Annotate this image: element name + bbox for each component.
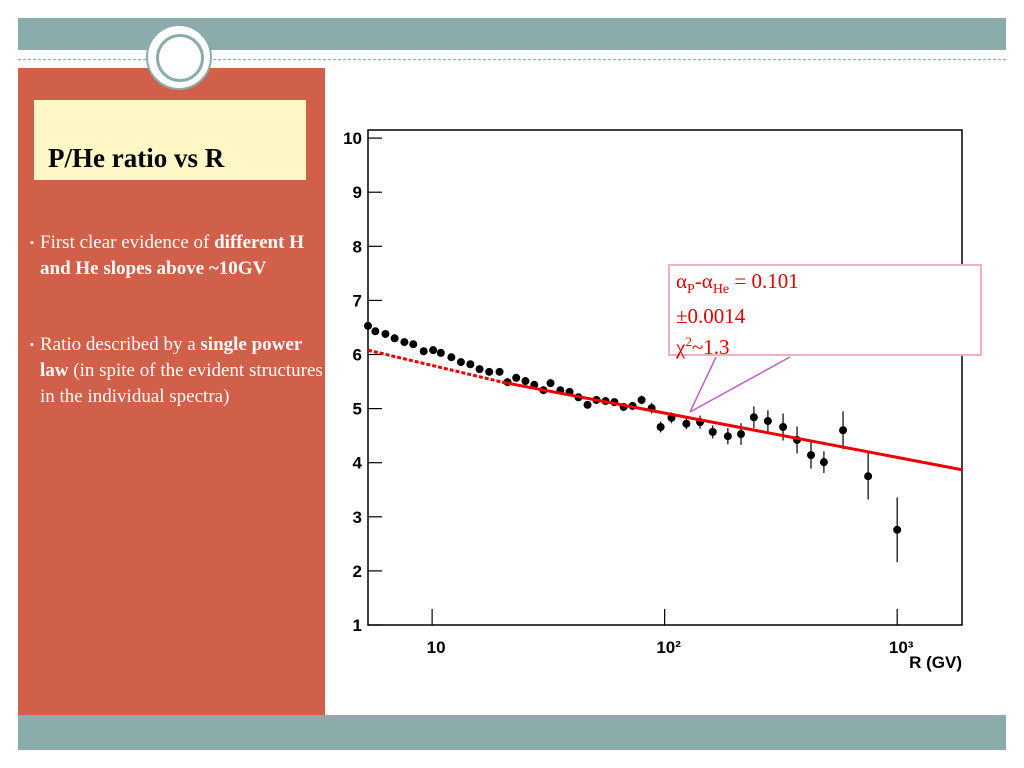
ann-text: -α: [694, 269, 713, 293]
y-tick-label: 2: [353, 562, 362, 581]
data-point: [475, 365, 484, 374]
annotation-line: ±0.0014: [676, 304, 746, 329]
annotation: αP-αHe = 0.101 ±0.0014 χ2~1.3: [668, 264, 982, 359]
ann-text: = 0.101: [729, 269, 799, 293]
y-tick-label: 8: [353, 237, 362, 256]
bottom-bar: [18, 715, 1006, 750]
data-point: [839, 426, 848, 435]
data-point: [456, 358, 465, 367]
data-point: [400, 338, 409, 347]
data-point: [819, 458, 828, 467]
bullet-text: Ratio described by a: [40, 334, 201, 355]
bullet: Ratio described by a single power law (i…: [30, 332, 332, 410]
slide-title: P/He ratio vs R: [34, 100, 306, 180]
ann-text: ~1.3: [691, 335, 730, 360]
x-tick-label: 10³: [889, 638, 914, 657]
data-point: [583, 400, 592, 409]
ann-sub: He: [712, 282, 730, 298]
bullet-text: First clear evidence of: [40, 232, 215, 253]
plot-frame: [367, 129, 963, 626]
data-point: [364, 321, 372, 330]
y-tick-label: 3: [353, 508, 362, 527]
bullet-bold: single power law: [40, 334, 302, 381]
annotation-line: χ2~1.3: [676, 329, 974, 360]
y-tick-label: 5: [353, 400, 362, 419]
data-point: [429, 346, 438, 355]
data-point: [708, 427, 717, 436]
data-point: [419, 347, 428, 356]
y-tick-label: 7: [353, 291, 362, 310]
data-point: [893, 525, 902, 534]
y-tick-label: 4: [353, 454, 363, 473]
ann-sup: 2: [685, 334, 692, 350]
data-point: [466, 360, 475, 369]
data-point: [723, 432, 732, 441]
x-axis-label: R (GV): [909, 653, 962, 672]
data-point: [749, 413, 758, 422]
annotation-line: αP-αHe = 0.101: [676, 268, 974, 303]
data-point: [521, 377, 530, 386]
bullet-bold: different H and He slopes above ~10GV: [40, 232, 304, 279]
y-tick-label: 6: [353, 346, 362, 365]
fit-line: [501, 380, 963, 472]
x-tick-label: 10²: [656, 638, 681, 657]
data-point: [390, 334, 399, 343]
ornament-ring: [156, 34, 204, 82]
x-tick-label: 10: [427, 638, 446, 657]
y-tick-label: 1: [353, 616, 362, 635]
data-point: [371, 327, 380, 336]
ann-text: χ: [676, 335, 686, 360]
data-point: [864, 472, 873, 481]
ornament: [146, 24, 212, 90]
bullet: First clear evidence of different H and …: [30, 230, 332, 282]
data-point: [807, 451, 816, 460]
data-point: [656, 423, 665, 431]
data-point: [495, 367, 504, 376]
data-point: [447, 353, 456, 362]
data-point: [485, 367, 494, 376]
y-tick-label: 9: [353, 183, 362, 202]
y-tick-label: 10: [343, 129, 362, 148]
data-point: [546, 379, 555, 388]
ann-sub: P: [687, 282, 695, 298]
ann-text: α: [676, 269, 688, 293]
fit-line: [367, 348, 503, 384]
callout: [689, 356, 717, 413]
data-point: [763, 417, 772, 426]
data-point: [737, 430, 746, 439]
divider: [18, 59, 1006, 60]
data-point: [637, 395, 646, 404]
data-point: [512, 373, 521, 382]
data-point: [682, 419, 691, 428]
callout: [689, 356, 791, 413]
data-point: [381, 329, 390, 338]
data-point: [409, 340, 418, 349]
data-point: [779, 423, 788, 431]
bullet-text: (in spite of the evident structures in t…: [40, 360, 323, 407]
data-point: [436, 348, 445, 357]
